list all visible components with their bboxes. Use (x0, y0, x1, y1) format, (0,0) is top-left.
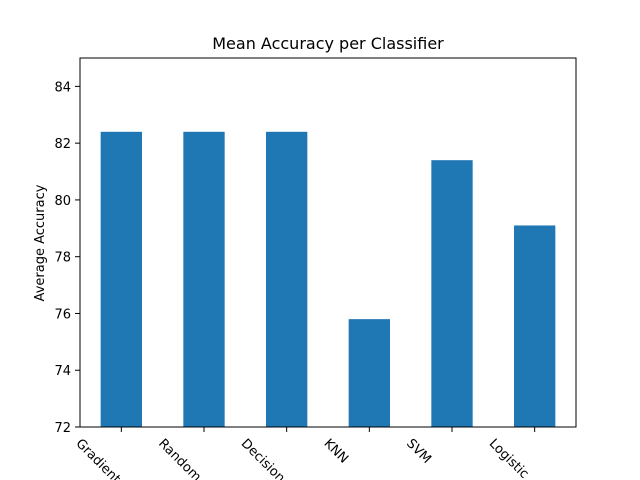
y-tick-label: 78 (54, 251, 71, 266)
x-tick-label: SVM (403, 436, 434, 467)
x-axis: Gradient Random Decision KNN SVM Logistic (73, 427, 536, 480)
bar (514, 225, 556, 427)
bar (348, 319, 390, 427)
bars-group (100, 131, 556, 428)
bar (183, 131, 225, 428)
x-tick-label: Logistic (486, 436, 532, 480)
y-tick-label: 72 (54, 421, 71, 436)
y-tick-label: 80 (54, 194, 71, 209)
y-tick-label: 82 (54, 137, 71, 152)
y-tick-label: 74 (54, 364, 71, 379)
bar (100, 131, 142, 428)
y-tick-label: 84 (54, 80, 71, 95)
y-tick-label: 76 (54, 307, 71, 322)
x-tick-label: Decision (238, 436, 288, 480)
y-axis-label: Average Accuracy (33, 184, 48, 301)
bar (266, 131, 308, 428)
chart-title: Mean Accuracy per Classifier (212, 34, 444, 53)
x-tick-label: KNN (321, 436, 351, 466)
bar (431, 160, 473, 427)
x-tick-label: Gradient (73, 436, 124, 480)
plot-frame (79, 57, 577, 428)
x-tick-label: Random (155, 436, 204, 480)
y-axis: 72 74 76 78 80 82 84 (54, 80, 80, 436)
